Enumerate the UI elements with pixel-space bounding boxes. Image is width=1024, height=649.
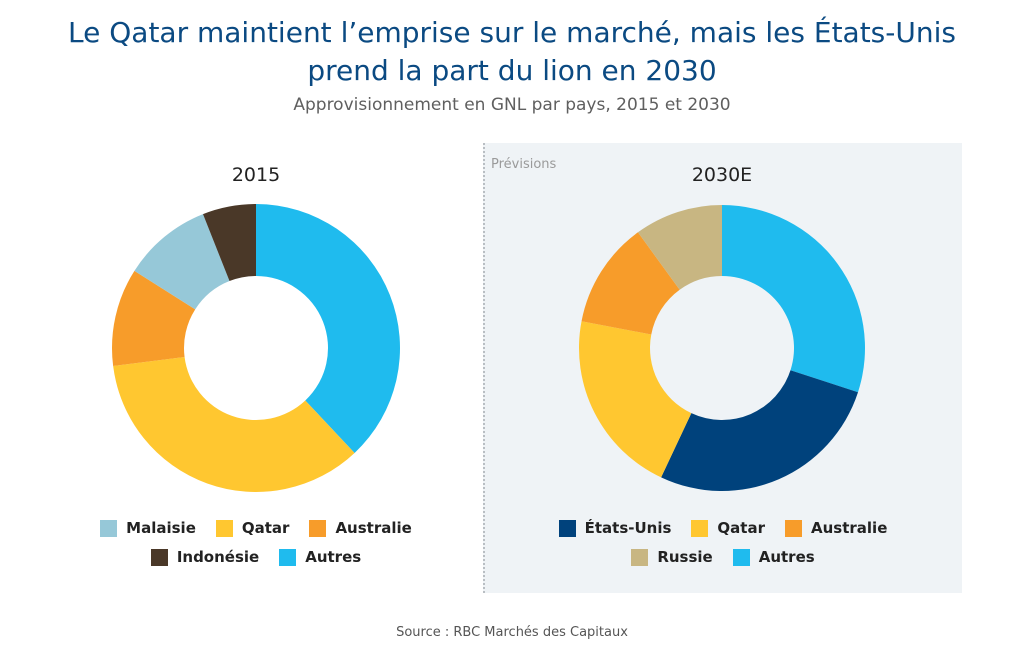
chart-title: Le Qatar maintient l’emprise sur le marc… [0,14,1024,90]
legend-item-autres: Autres [279,548,361,566]
slice-2030e-russie [637,205,722,290]
title-line-1: Le Qatar maintient l’emprise sur le marc… [68,16,956,49]
legend-swatch-australie [309,519,327,537]
slice-2015-autres [256,204,401,453]
slice-2015-qatar [113,357,355,492]
legend-label-australie: Australie [811,519,888,537]
legend-swatch-russie [631,548,649,566]
legend-item-indonesie: Indonésie [150,548,260,566]
legend-label-indonesie: Indonésie [176,548,260,566]
title-line-2: prend la part du lion en 2030 [307,54,717,87]
legend-label-qatar: Qatar [717,519,765,537]
slice-2030e-australie [581,232,680,335]
legend-row: États-Unis Qatar Australie [558,519,887,537]
legend-item-autres: Autres [732,548,815,566]
legend-swatch-qatar [691,519,709,537]
legend-item-russie: Russie [631,548,713,566]
legend-2015: Malaisie Qatar Australie Indonésie Autres [56,519,456,566]
legend-label-australie: Australie [335,519,412,537]
forecast-label: Prévisions [491,157,557,172]
source-note: Source : RBC Marchés des Capitaux [396,625,628,640]
chart-title-2030e: 2030E [692,164,752,186]
legend-label-autres: Autres [305,548,362,566]
legend-item-qatar: Qatar [215,519,290,537]
chart-title-2015: 2015 [232,164,280,186]
slice-2015-malaisie [134,214,230,310]
legend-item-australie: Australie [785,519,887,537]
legend-swatch-autres [279,548,297,566]
legend-label-malaisie: Malaisie [126,519,196,537]
slice-2030e-autres [722,205,865,393]
legend-item-malaisie: Malaisie [100,519,196,537]
slice-2015-indonesie [202,204,256,282]
legend-row: Russie Autres [631,548,815,566]
legend-label-autres: Autres [758,548,815,566]
legend-label-qatar: Qatar [241,519,290,537]
legend-swatch-indonesie [150,548,168,566]
legend-item-australie: Australie [309,519,412,537]
legend-swatch-etats-unis [558,519,576,537]
slice-2030e-qatar [579,321,692,478]
legend-label-etats-unis: États-Unis [584,519,672,537]
legend-swatch-australie [785,519,802,537]
legend-row: Malaisie Qatar Australie [100,519,412,537]
legend-2030: États-Unis Qatar Australie Russie Autres [523,519,923,566]
legend-label-russie: Russie [657,548,713,566]
legend-swatch-qatar [215,519,233,537]
chart-subtitle: Approvisionnement en GNL par pays, 2015 … [293,95,731,115]
legend-item-qatar: Qatar [691,519,765,537]
legend-row: Indonésie Autres [150,548,361,566]
slice-2030e-etats-unis [661,370,859,491]
legend-swatch-autres [732,548,750,566]
slice-2015-australie [112,270,196,367]
legend-swatch-malaisie [100,519,118,537]
legend-item-etats-unis: États-Unis [558,519,672,537]
